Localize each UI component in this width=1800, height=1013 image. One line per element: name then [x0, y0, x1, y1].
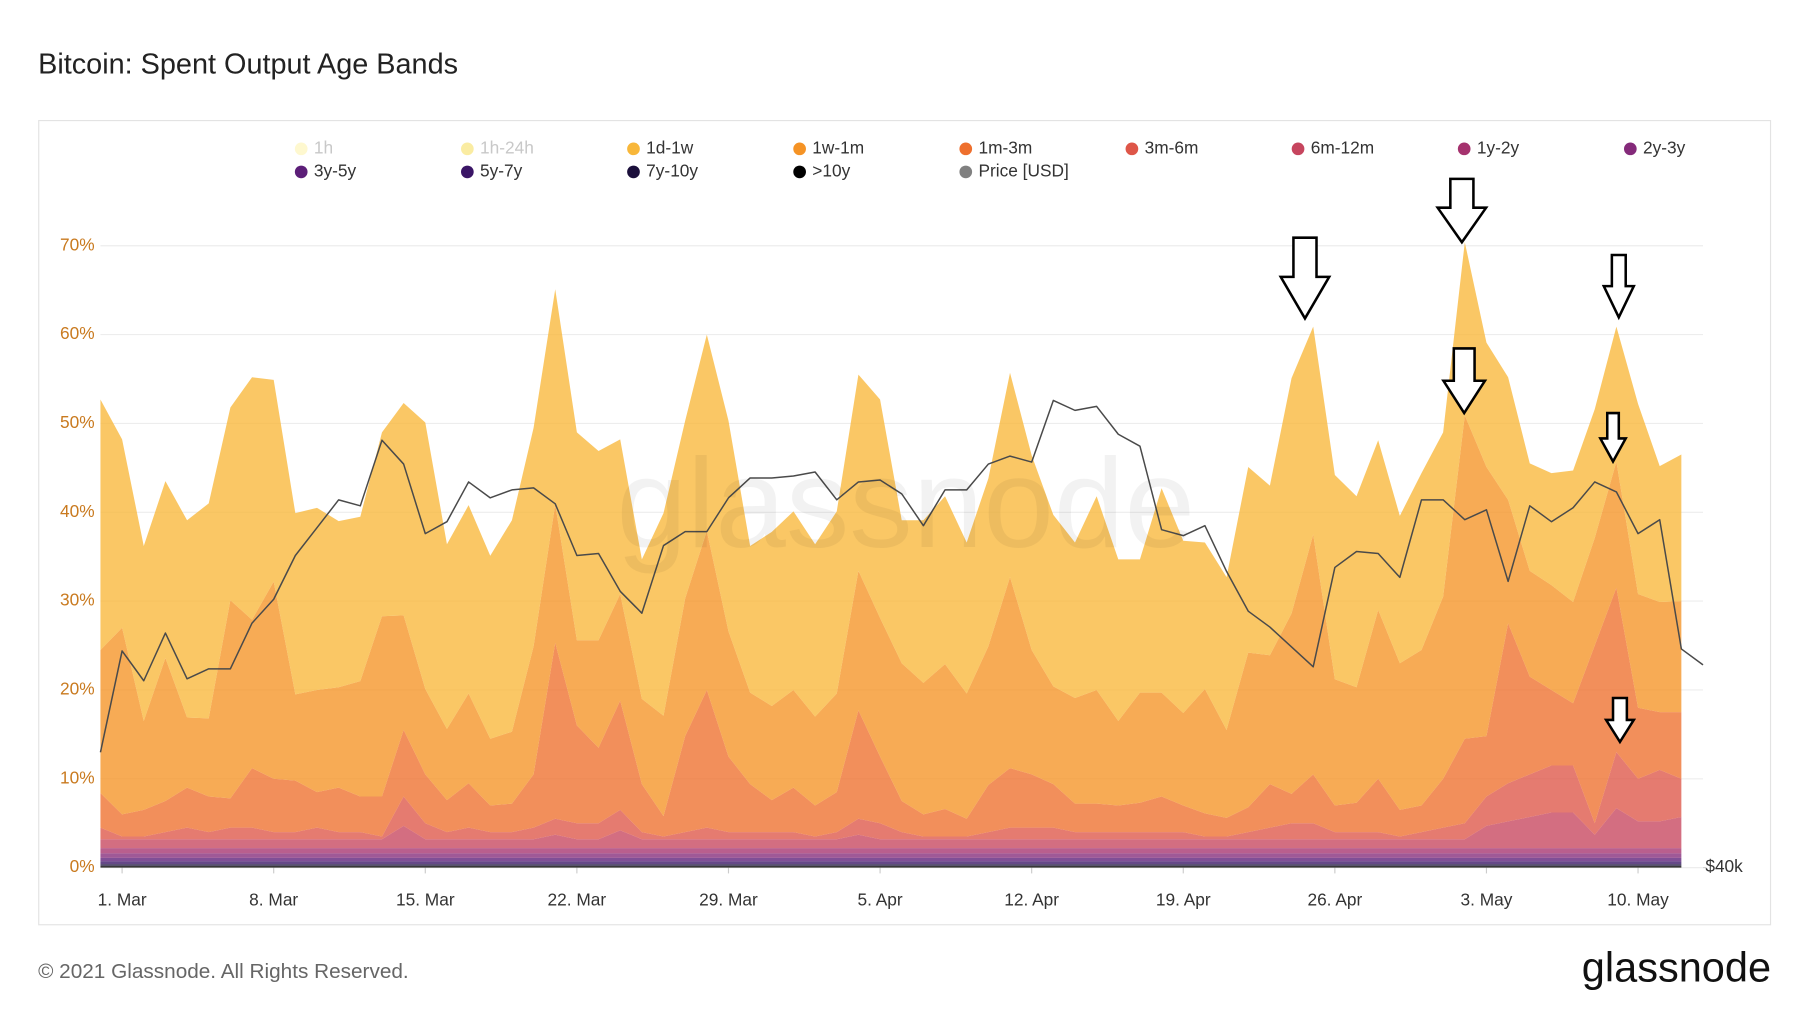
- legend-item[interactable]: 7y-10y: [627, 160, 698, 180]
- x-tick-label: 29. Mar: [699, 890, 758, 910]
- y2-tick-label: $40k: [1705, 856, 1743, 876]
- arrow: [1601, 253, 1636, 321]
- area-band: [100, 864, 1682, 866]
- y-tick-label: 50%: [60, 412, 95, 432]
- legend-label: 6m-12m: [1311, 137, 1374, 157]
- legend-label: 5y-7y: [480, 160, 523, 180]
- legend-label: 3y-5y: [314, 160, 357, 180]
- legend-item[interactable]: 1h: [294, 137, 333, 157]
- arrow: [1278, 236, 1332, 321]
- legend-swatch: [793, 165, 806, 179]
- x-tick-label: 5. Apr: [857, 890, 902, 910]
- legend-item[interactable]: 1w-1m: [793, 137, 864, 157]
- legend-label: >10y: [812, 160, 850, 180]
- legend-item[interactable]: 6m-12m: [1291, 137, 1374, 157]
- legend-label: 2y-3y: [1643, 137, 1686, 157]
- legend-item[interactable]: 1d-1w: [627, 137, 694, 157]
- legend-item[interactable]: 2y-3y: [1623, 137, 1686, 157]
- legend-label: 1d-1w: [646, 137, 694, 157]
- legend-swatch: [294, 165, 308, 179]
- x-tick-label: 19. Apr: [1156, 890, 1211, 910]
- legend-swatch: [294, 142, 308, 156]
- chart-title: Bitcoin: Spent Output Age Bands: [38, 48, 458, 80]
- arrow: [1441, 347, 1488, 416]
- y-tick-label: 20%: [60, 679, 95, 699]
- legend-item[interactable]: 1m-3m: [959, 137, 1032, 157]
- legend-swatch: [627, 165, 640, 179]
- legend-label: 1y-2y: [1477, 137, 1520, 157]
- legend-swatch: [1623, 142, 1637, 156]
- legend-item[interactable]: 3m-6m: [1125, 137, 1199, 157]
- area-band: [100, 415, 1682, 819]
- copyright: © 2021 Glassnode. All Rights Reserved.: [38, 960, 409, 983]
- legend-item[interactable]: 1y-2y: [1457, 137, 1520, 157]
- area-band: [100, 242, 1682, 739]
- legend-swatch: [1125, 142, 1139, 156]
- arrow: [1435, 177, 1489, 245]
- x-tick-label: 12. Apr: [1004, 890, 1059, 910]
- logo[interactable]: glassnode: [1582, 943, 1771, 990]
- area-band: [100, 861, 1682, 865]
- legend-swatch: [1291, 142, 1305, 156]
- area-band: [100, 853, 1682, 858]
- legend-swatch: [959, 142, 973, 156]
- legend-swatch: [460, 142, 474, 156]
- legend-item[interactable]: Price [USD]: [959, 160, 1069, 180]
- area-band: [100, 752, 1682, 840]
- legend-item[interactable]: 1h-24h: [460, 137, 534, 157]
- watermark: glassnode: [616, 432, 1195, 574]
- area-band: [100, 865, 1682, 868]
- legend-label: 1h-24h: [480, 137, 534, 157]
- y-tick-label: 70%: [60, 234, 95, 254]
- y-tick-label: 60%: [60, 323, 95, 343]
- legend-item[interactable]: 5y-7y: [460, 160, 523, 180]
- legend-label: 1h: [314, 137, 333, 157]
- legend-item[interactable]: >10y: [793, 160, 851, 180]
- y-tick-label: 0%: [70, 856, 95, 876]
- y-tick-label: 30%: [60, 590, 95, 610]
- x-tick-label: 15. Mar: [396, 890, 455, 910]
- y-tick-label: 40%: [60, 501, 95, 521]
- legend-label: 1m-3m: [978, 137, 1032, 157]
- legend-label: 1w-1m: [812, 137, 864, 157]
- arrow: [1603, 696, 1637, 745]
- x-tick-label: 10. May: [1607, 890, 1669, 910]
- legend-swatch: [627, 142, 640, 156]
- legend-label: 3m-6m: [1145, 137, 1199, 157]
- annotations: [1278, 177, 1637, 745]
- x-tick-label: 22. Mar: [548, 890, 607, 910]
- y-tick-label: 10%: [60, 767, 95, 787]
- price-line: [99, 399, 1704, 753]
- legend-swatch: [460, 165, 474, 179]
- area-band: [100, 587, 1682, 837]
- legend-item[interactable]: 3y-5y: [294, 160, 357, 180]
- legend: 1h 1h-24h 1d-1w 1w-1m 1m-3m 3m-6m 6m-12m 1y-2y 2…: [294, 137, 1686, 180]
- x-tick-label: 3. May: [1460, 890, 1512, 910]
- arrow: [1598, 411, 1628, 465]
- area-band: [100, 808, 1682, 849]
- legend-swatch: [959, 165, 973, 179]
- legend-swatch: [793, 142, 806, 156]
- legend-label: Price [USD]: [978, 160, 1068, 180]
- x-tick-label: 1. Mar: [98, 890, 147, 910]
- area-band: [100, 857, 1682, 862]
- x-tick-label: 8. Mar: [249, 890, 298, 910]
- legend-label: 7y-10y: [646, 160, 698, 180]
- x-tick-label: 26. Apr: [1307, 890, 1362, 910]
- legend-swatch: [1457, 142, 1471, 156]
- overlay: glassnode: [616, 177, 1637, 745]
- chart-frame: [38, 119, 1772, 926]
- area-band: [100, 848, 1682, 854]
